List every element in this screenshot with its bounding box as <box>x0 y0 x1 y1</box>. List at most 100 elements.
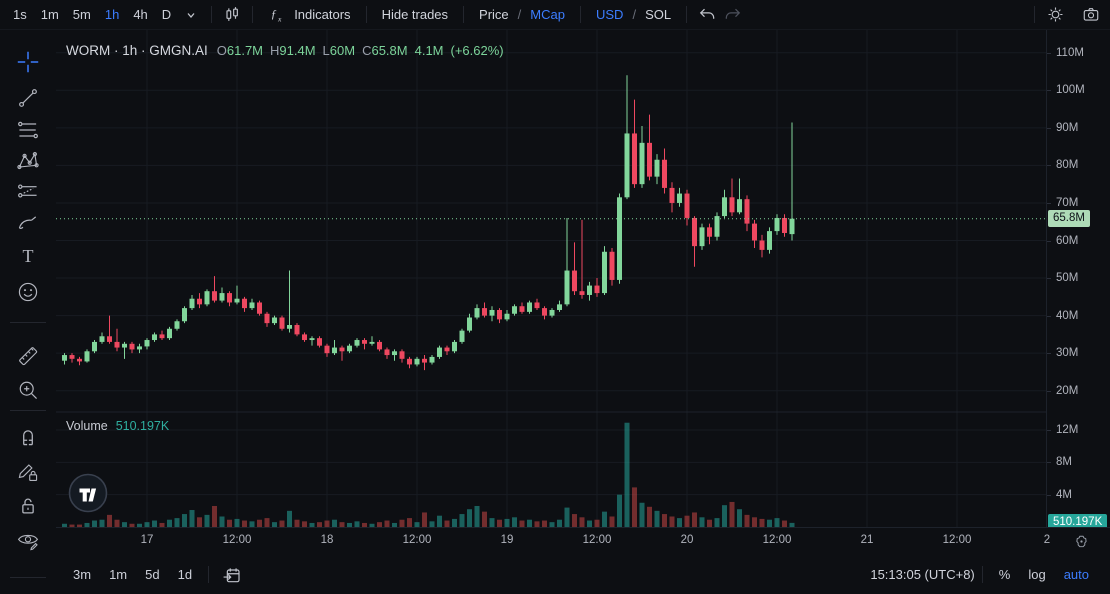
emoji-tool[interactable] <box>14 278 42 306</box>
volume-tick-label: 4M <box>1056 488 1072 501</box>
timeframe-D[interactable]: D <box>161 7 172 22</box>
range-3m[interactable]: 3m <box>73 567 92 582</box>
price-tick-label: 100M <box>1056 84 1085 97</box>
timeframe-1m[interactable]: 1m <box>40 7 59 22</box>
candles <box>62 75 795 371</box>
goto-date-button[interactable] <box>216 563 246 587</box>
candlestick-chart[interactable] <box>56 30 1046 527</box>
xabcd-pattern-tool[interactable] <box>14 147 42 175</box>
price-tick-label: 50M <box>1056 272 1079 285</box>
divider <box>252 6 254 23</box>
timeframe-5m[interactable]: 5m <box>72 7 91 22</box>
current-price-badge: 65.8M <box>1048 209 1090 227</box>
drawing-lock-icon <box>16 459 40 483</box>
price-mcap-toggle[interactable]: Price / MCap <box>479 7 565 22</box>
timeframe-1h[interactable]: 1h <box>104 7 120 22</box>
brush-icon <box>16 210 40 234</box>
xabcd-pattern-icon <box>16 149 40 173</box>
volume-label: Volume <box>66 419 108 433</box>
settings-button[interactable] <box>1042 3 1068 27</box>
divider <box>365 6 367 23</box>
axis-settings-button[interactable] <box>1073 533 1090 550</box>
divider <box>579 6 581 23</box>
brush-tool[interactable] <box>14 208 42 236</box>
divider <box>211 6 213 23</box>
axis-tick <box>1047 494 1051 496</box>
tradingview-logo[interactable] <box>68 473 108 513</box>
session-clock[interactable]: 15:13:05 (UTC+8) <box>870 567 975 582</box>
symbol-title[interactable]: WORM · 1h · GMGN.AI <box>66 43 208 58</box>
topbar-right-group <box>1027 3 1104 27</box>
time-tick-label: 12:00 <box>582 534 612 546</box>
text-tool[interactable]: T <box>14 242 42 270</box>
screenshot-button[interactable] <box>1078 3 1104 27</box>
divider <box>463 6 465 23</box>
axis-tick <box>1047 462 1051 464</box>
fib-retracement-tool[interactable] <box>14 116 42 144</box>
time-tick-label: 17 <box>140 534 154 546</box>
lock-all-tool[interactable] <box>14 492 42 520</box>
price-axis[interactable]: 65.8M 510.197K 110M 100M 90M 80M 70M 60M 50M 40… <box>1046 30 1110 531</box>
time-tick-label: 12:00 <box>402 534 432 546</box>
divider <box>981 566 983 583</box>
timeframe-group: 1s 1m 5m 1h 4h D <box>6 5 178 24</box>
range-1m[interactable]: 1m <box>109 567 128 582</box>
long-position-tool[interactable] <box>14 177 42 205</box>
timeframe-1s[interactable]: 1s <box>13 7 27 22</box>
fib-retracement-icon <box>16 118 40 142</box>
auto-scale-button[interactable]: auto <box>1063 567 1089 582</box>
crosshair-tool[interactable] <box>14 48 42 76</box>
ohlc-H: H91.4M <box>270 43 316 58</box>
sol-option[interactable]: SOL <box>645 7 672 22</box>
axis-tick <box>1047 390 1051 392</box>
mcap-option[interactable]: MCap <box>530 7 565 22</box>
time-axis[interactable]: 17 12:00 18 12:00 19 12:00 20 12:00 21 12:00 2 <box>56 527 1110 555</box>
drawing-lock-tool[interactable] <box>14 457 42 485</box>
usd-option[interactable]: USD <box>595 7 624 22</box>
time-tick-label: 2 <box>1043 534 1051 546</box>
timeframe-dropdown-button[interactable] <box>178 3 204 27</box>
axis-tick <box>1047 240 1051 242</box>
zoom-in-tool[interactable] <box>14 376 42 404</box>
redo-button[interactable] <box>720 3 746 27</box>
range-5d[interactable]: 5d <box>145 567 160 582</box>
bottom-toolbar: 3m 1m 5d 1d 15:13:05 (UTC+8) % log auto <box>56 555 1110 594</box>
ohlc-values: O61.7M H91.4M L60M C65.8M 4.1M (+6.62%) <box>217 43 504 58</box>
gear-icon <box>1073 533 1090 550</box>
log-scale-button[interactable]: log <box>1028 567 1046 582</box>
ruler-tool[interactable] <box>14 342 42 370</box>
price-tick-label: 80M <box>1056 159 1079 172</box>
divider <box>10 322 46 323</box>
range-1d[interactable]: 1d <box>177 567 193 582</box>
current-volume-badge: 510.197K <box>1048 513 1108 531</box>
time-tick-label: 20 <box>680 534 694 546</box>
axis-tick <box>1047 430 1051 431</box>
text-icon: T <box>16 244 40 268</box>
undo-button[interactable] <box>694 3 720 27</box>
usd-sol-toggle[interactable]: USD / SOL <box>595 7 672 22</box>
time-tick-label: 12:00 <box>942 534 972 546</box>
hide-trades-button[interactable]: Hide trades <box>381 7 449 22</box>
magnet-tool[interactable] <box>14 422 42 450</box>
timeframe-4h[interactable]: 4h <box>133 7 148 22</box>
volume-tick-label: 8M <box>1056 456 1072 469</box>
chart-type-button[interactable] <box>219 3 245 27</box>
trend-line-icon <box>16 86 40 110</box>
price-tick-label: 40M <box>1056 309 1079 322</box>
divider <box>10 410 46 411</box>
price-tick-label: 70M <box>1056 196 1079 209</box>
chart-legend: WORM · 1h · GMGN.AI O61.7M H91.4M L60M C65.… <box>66 43 504 58</box>
price-option[interactable]: Price <box>479 7 509 22</box>
hide-drawings-tool[interactable] <box>14 527 42 555</box>
svg-text:x: x <box>277 14 282 23</box>
axis-tick <box>1047 165 1051 167</box>
svg-text:ƒ: ƒ <box>271 6 277 20</box>
svg-text:T: T <box>23 246 34 266</box>
trend-line-tool[interactable] <box>14 84 42 112</box>
percent-scale-button[interactable]: % <box>998 567 1011 582</box>
time-tick-label: 18 <box>320 534 334 546</box>
magnet-icon <box>16 424 40 448</box>
camera-icon <box>1081 5 1101 24</box>
